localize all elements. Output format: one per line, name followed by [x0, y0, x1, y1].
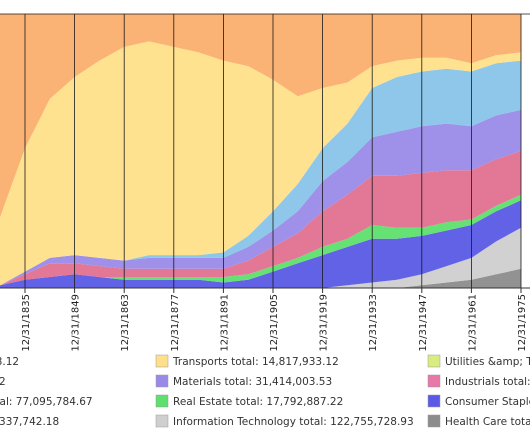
area-materials — [0, 109, 521, 286]
x-tick-label: 12/31/1919 — [319, 294, 330, 352]
legend-item[interactable]: otal: 77,095,784.67 — [0, 396, 93, 408]
area-consumer_staples — [0, 200, 521, 288]
legend-label: 5,337,742.18 — [0, 416, 59, 428]
legend-item[interactable]: Information Technology total: 122,755,72… — [155, 414, 414, 428]
legend-item[interactable]: Materials total: 31,414,003.53 — [155, 374, 332, 388]
legend-label: Consumer Staples tot — [445, 396, 530, 408]
legend-swatch — [427, 354, 441, 368]
legend-item[interactable]: Industrials total: 60,3 — [427, 374, 530, 388]
legend-label: Real Estate total: 17,792,887.22 — [173, 396, 343, 408]
legend-item[interactable]: Consumer Staples tot — [427, 394, 530, 408]
legend-item[interactable]: .22 — [0, 376, 6, 388]
x-tick-label: 12/31/1905 — [269, 294, 280, 352]
area-series-group — [0, 14, 521, 288]
area-industrials — [0, 151, 521, 286]
legend-label: .22 — [0, 376, 6, 388]
x-tick-label: 12/31/1863 — [120, 294, 131, 352]
area-other — [0, 14, 521, 218]
grid-lines — [0, 13, 530, 289]
legend-label: Transports total: 14,817,933.12 — [172, 356, 339, 368]
legend-swatch — [427, 414, 441, 428]
area-utilities_telecom — [0, 60, 521, 286]
legend-swatch — [427, 374, 441, 388]
legend-label: Health Care total: 89, — [445, 416, 530, 428]
legend-swatch — [155, 414, 169, 428]
legend-label: otal: 77,095,784.67 — [0, 396, 93, 408]
legend-swatch — [155, 354, 169, 368]
legend-label: Industrials total: 60,3 — [445, 376, 530, 388]
x-tick-label: 12/31/1975 — [517, 294, 528, 352]
legend-item[interactable]: Utilities &amp; Teleco — [427, 354, 530, 368]
legend-label: Utilities &amp; Teleco — [445, 356, 530, 368]
legend-swatch — [155, 374, 169, 388]
x-tick-label: 12/31/1835 — [21, 294, 32, 352]
legend-item[interactable]: Real Estate total: 17,792,887.22 — [155, 394, 343, 408]
legend-label: Information Technology total: 122,755,72… — [173, 416, 414, 428]
x-tick-label: 12/31/1849 — [71, 294, 82, 352]
legend-swatch — [427, 394, 441, 408]
area-health_care — [0, 268, 521, 288]
legend: 88.12 Transports total: 14,817,933.12 Util… — [0, 354, 530, 428]
x-tick-label: 12/31/1947 — [418, 294, 429, 352]
legend-swatch — [155, 394, 169, 408]
legend-item[interactable]: Health Care total: 89, — [427, 414, 530, 428]
area-transports — [0, 41, 521, 286]
x-tick-label: 12/31/1961 — [467, 294, 478, 352]
legend-item[interactable]: 5,337,742.18 — [0, 416, 59, 428]
legend-item[interactable]: 88.12 — [0, 356, 19, 368]
legend-label: Materials total: 31,414,003.53 — [173, 376, 332, 388]
legend-label: 88.12 — [0, 356, 19, 368]
legend-item[interactable]: Transports total: 14,817,933.12 — [155, 354, 339, 368]
x-tick-label: 12/31/1933 — [368, 294, 379, 352]
x-tick-label: 12/31/1877 — [170, 294, 181, 352]
x-tick-label: 12/31/1891 — [219, 294, 230, 352]
x-axis-ticks: 12/31/1835 12/31/1849 12/31/1863 12/31/1877… — [21, 288, 528, 352]
